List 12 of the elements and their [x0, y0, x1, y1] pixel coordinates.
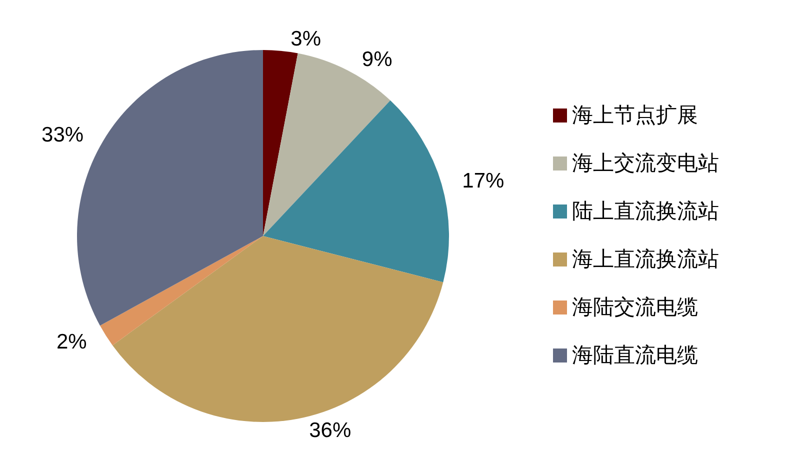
data-label: 9% [362, 48, 392, 72]
data-label: 17% [462, 169, 504, 192]
legend-label: 海上节点扩展 [572, 104, 698, 127]
data-label: 2% [56, 330, 87, 354]
data-label: 36% [309, 418, 352, 442]
legend-label: 海上交流变电站 [572, 152, 719, 175]
legend-label: 海上直流换流站 [572, 248, 719, 271]
legend-label: 陆上直流换流站 [572, 200, 719, 223]
data-label: 33% [42, 124, 84, 147]
data-label: 3% [290, 27, 321, 50]
legend-label: 海陆直流电缆 [572, 344, 698, 367]
legend-label: 海陆交流电缆 [572, 296, 698, 319]
